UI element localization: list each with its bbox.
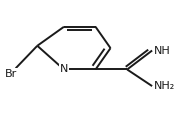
Text: Br: Br	[5, 69, 17, 79]
Text: NH: NH	[154, 45, 171, 56]
Text: NH₂: NH₂	[154, 81, 175, 91]
Text: N: N	[60, 64, 68, 75]
